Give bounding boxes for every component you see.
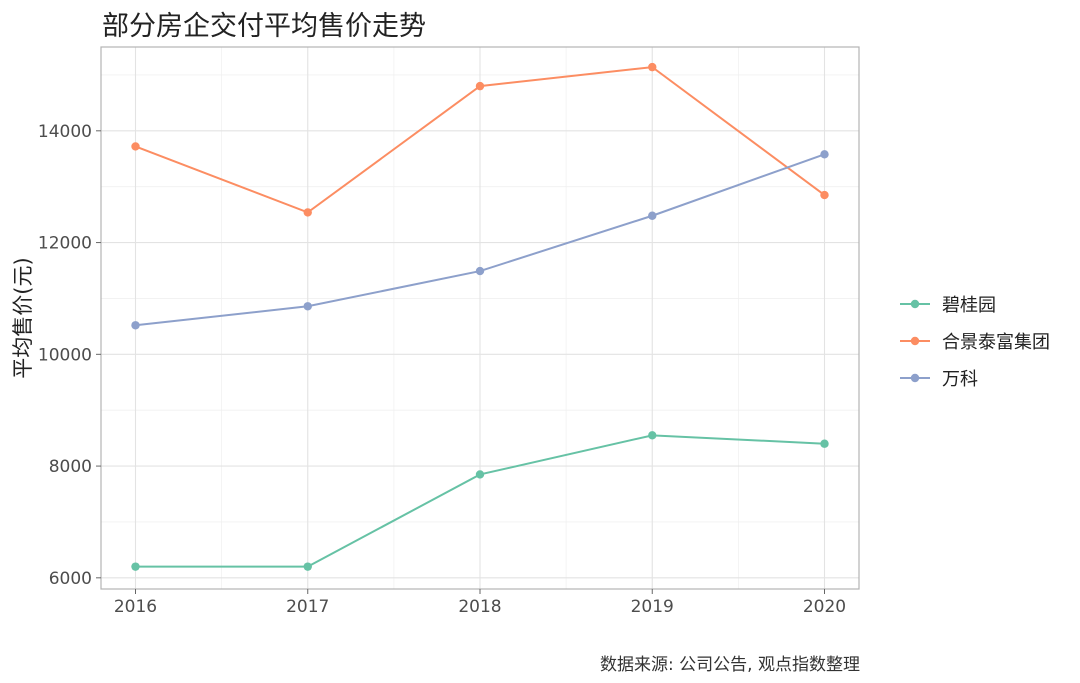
legend-item: 碧桂园: [898, 285, 1050, 322]
chart-title: 部分房企交付平均售价走势: [102, 11, 426, 42]
data-point-series-1: [131, 562, 140, 571]
legend: 碧桂园合景泰富集团 万科: [898, 285, 1050, 396]
x-tick-label: 2019: [631, 597, 674, 617]
data-point-series-2: [820, 190, 829, 200]
legend-label: 碧桂园: [942, 294, 996, 316]
legend-label: 万科: [942, 368, 978, 390]
x-tick-label: 2016: [114, 597, 157, 617]
data-point-series-2: [475, 81, 485, 91]
y-tick-label: 10000: [38, 345, 92, 365]
data-point-series-3: [131, 321, 140, 330]
legend-label: 合景泰富集团: [942, 331, 1050, 353]
data-point-series-1: [475, 470, 485, 479]
data-point-series-2: [648, 62, 657, 72]
y-tick-label: 14000: [38, 122, 92, 142]
x-tick-label: 2018: [458, 597, 501, 617]
data-point-series-1: [303, 562, 312, 571]
y-tick-label: 8000: [49, 457, 92, 477]
legend-key-icon: [900, 299, 930, 308]
data-point-series-3: [475, 266, 485, 276]
data-point-series-1: [820, 439, 829, 448]
y-tick-label: 6000: [49, 569, 92, 589]
data-point-series-1: [648, 431, 657, 440]
y-tick-label: 12000: [38, 234, 92, 254]
data-point-series-3: [303, 302, 312, 311]
data-point-series-2: [303, 208, 312, 217]
data-point-series-3: [820, 150, 829, 159]
legend-key-icon: [900, 336, 930, 345]
x-tick-label: 2017: [286, 597, 329, 617]
legend-key-icon: [900, 373, 930, 382]
x-tick-label: 2020: [803, 597, 846, 617]
data-point-series-3: [648, 211, 657, 220]
data-point-series-2: [131, 142, 140, 151]
legend-item: 万科: [898, 359, 1050, 396]
caption-source: 数据来源: 公司公告, 观点指数整理: [600, 655, 860, 675]
legend-item: 合景泰富集团: [898, 322, 1050, 359]
